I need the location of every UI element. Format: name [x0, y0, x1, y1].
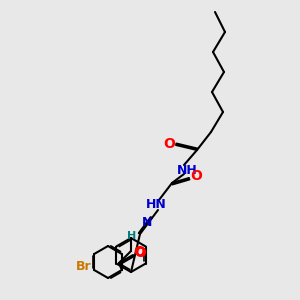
- Text: O: O: [163, 137, 175, 151]
- Text: O: O: [134, 246, 146, 260]
- Text: N: N: [142, 215, 152, 229]
- Text: HN: HN: [146, 199, 167, 212]
- Text: O: O: [190, 169, 202, 183]
- Text: Br: Br: [76, 260, 92, 274]
- Text: O: O: [133, 245, 145, 259]
- Text: NH: NH: [177, 164, 197, 176]
- Text: H: H: [128, 231, 136, 241]
